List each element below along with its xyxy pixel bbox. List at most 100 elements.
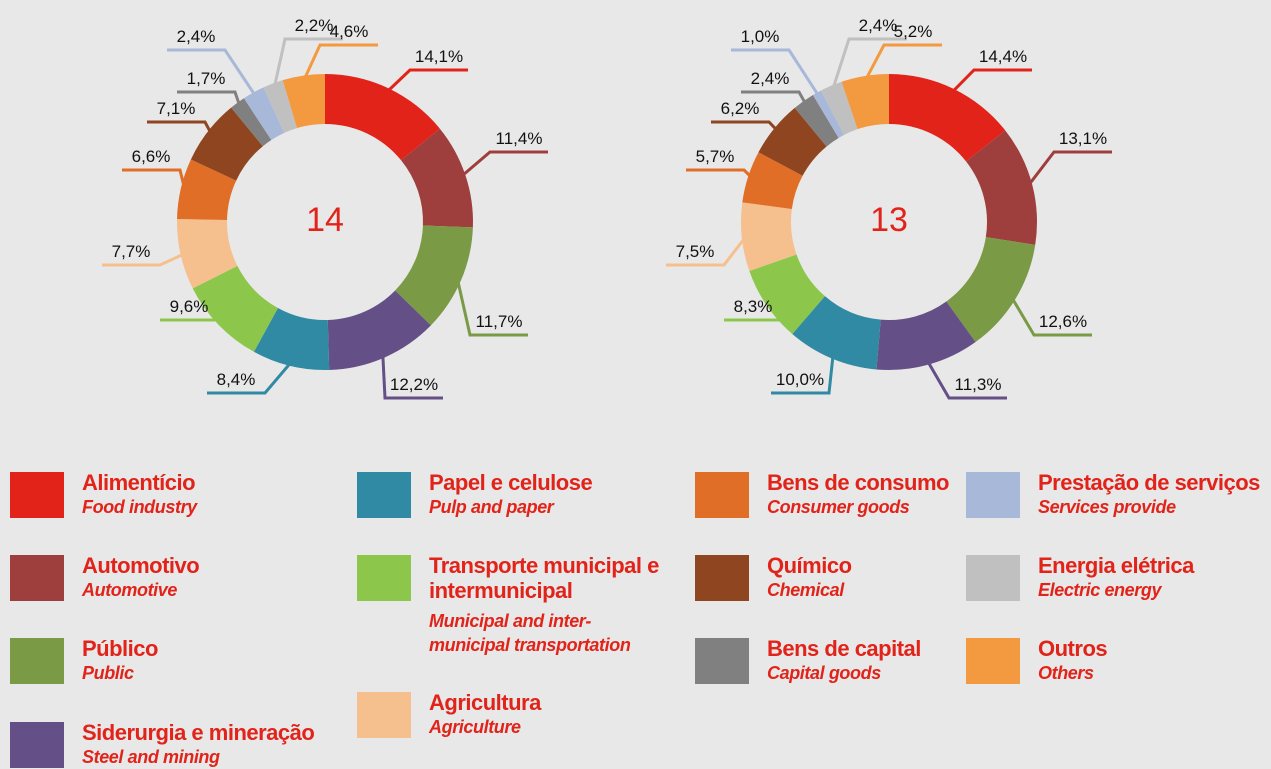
leader-line: [864, 43, 942, 81]
leader-line: [167, 48, 257, 97]
donut-slice: [231, 98, 272, 147]
value-label: 2,4%: [177, 27, 216, 46]
legend-name-en: Services provide: [1038, 497, 1176, 517]
legend-name: Prestação de serviços: [1038, 470, 1260, 495]
legend-swatch: [695, 555, 749, 601]
leader-line: [302, 43, 378, 81]
legend-name-en: Others: [1038, 663, 1094, 683]
legend-text: Agricultura Agriculture: [429, 690, 669, 739]
legend-name-en: Municipal and inter-municipal transporta…: [429, 611, 631, 655]
value-label: 10,0%: [776, 370, 824, 389]
legend-swatch: [966, 472, 1020, 518]
donut-slice: [243, 87, 285, 141]
legend-name: Bens de capital: [767, 636, 921, 661]
donut-slice: [946, 237, 1036, 343]
legend-name-en: Food industry: [82, 497, 197, 517]
donut-slice: [792, 296, 881, 370]
donut-slice: [876, 301, 976, 371]
value-label: 6,2%: [721, 99, 760, 118]
value-label: 2,4%: [859, 16, 898, 35]
donut-slice: [177, 159, 237, 220]
leader-line: [741, 90, 808, 106]
donut-slice: [742, 152, 803, 209]
legend-name-en: Electric energy: [1038, 580, 1162, 600]
leader-line: [771, 354, 835, 395]
leader-line: [731, 48, 821, 98]
leader-line: [160, 318, 223, 324]
donut-slice: [190, 107, 263, 181]
donut-slice: [758, 107, 827, 176]
leader-line: [711, 120, 779, 132]
legend-name: Público: [82, 636, 158, 661]
value-label: 1,0%: [741, 27, 780, 46]
value-label: 13,1%: [1059, 129, 1107, 148]
value-label: 14,4%: [979, 47, 1027, 66]
value-label: 9,6%: [170, 297, 209, 316]
value-label: 14,1%: [415, 47, 463, 66]
leader-line: [666, 235, 747, 267]
leader-line: [272, 37, 343, 88]
legend-name-en: Chemical: [767, 580, 844, 600]
center-label: 13: [870, 201, 908, 239]
legend-name-en: Capital goods: [767, 663, 881, 683]
legend-text: Automotivo Automotive: [82, 553, 322, 602]
leader-line: [207, 361, 293, 395]
value-label: 8,4%: [217, 370, 256, 389]
legend-text: Químico Chemical: [767, 553, 1007, 602]
value-label: 1,7%: [187, 69, 226, 88]
donut-slice: [327, 290, 431, 370]
legend-swatch: [10, 555, 64, 601]
legend-name: Transporte municipal e intermunicipal: [429, 553, 659, 603]
legend-name: Outros: [1038, 636, 1108, 661]
donut-slice: [966, 130, 1038, 245]
value-label: 7,1%: [157, 99, 196, 118]
leader-line: [724, 302, 785, 322]
donut-slice: [325, 74, 440, 161]
legend-text: Bens de consumo Consumer goods: [767, 470, 1007, 519]
legend-text: Prestação de serviços Services provide: [1038, 470, 1271, 519]
value-label: 5,2%: [894, 22, 933, 41]
legend-swatch: [10, 638, 64, 684]
donut-slice: [740, 202, 797, 271]
legend-swatch: [10, 472, 64, 518]
donut-slice: [821, 81, 858, 135]
leader-line: [381, 353, 443, 400]
donut-slice: [812, 90, 844, 138]
legend-name-en: Pulp and paper: [429, 497, 554, 517]
legend-text: Público Public: [82, 636, 322, 685]
value-label: 2,4%: [751, 69, 790, 88]
leader-line: [102, 252, 186, 267]
value-label: 12,6%: [1039, 312, 1087, 331]
leader-line: [122, 168, 187, 190]
leader-line: [147, 120, 213, 135]
value-label: 7,7%: [112, 242, 151, 261]
legend-name-en: Agriculture: [429, 717, 521, 737]
legend-name: Alimentício: [82, 470, 196, 495]
value-label: 12,2%: [390, 375, 438, 394]
legend-swatch: [966, 555, 1020, 601]
legend-text: Outros Others: [1038, 636, 1271, 685]
value-label: 6,6%: [132, 147, 171, 166]
legend-swatch: [357, 692, 411, 738]
donut-slice: [253, 307, 330, 370]
donut-slice: [749, 254, 825, 334]
value-label: 8,3%: [734, 297, 773, 316]
legend-name-en: Public: [82, 663, 134, 683]
donut-slice: [889, 74, 1006, 162]
charts: 14,1% 11,4% 11,7% 12,2% 8,4% 9,6% 7,7% 6,6% 7,1%…: [102, 16, 1112, 400]
legend-name: Automotivo: [82, 553, 200, 578]
legend-name-en: Automotive: [82, 580, 178, 600]
legend-swatch: [695, 638, 749, 684]
leader-line: [455, 278, 528, 337]
legend-swatch: [357, 472, 411, 518]
leader-line: [177, 90, 242, 107]
donut-slice: [192, 265, 278, 352]
donut-slice: [794, 95, 839, 147]
value-label: 4,6%: [330, 22, 369, 41]
legend-text: Siderurgia e mineração Steel and mining: [82, 720, 322, 769]
value-label: 11,3%: [955, 375, 1002, 394]
legend-text: Bens de capital Capital goods: [767, 636, 1007, 685]
legend-text: Transporte municipal e intermunicipal Mun…: [429, 553, 664, 657]
leader-line: [1010, 296, 1092, 337]
